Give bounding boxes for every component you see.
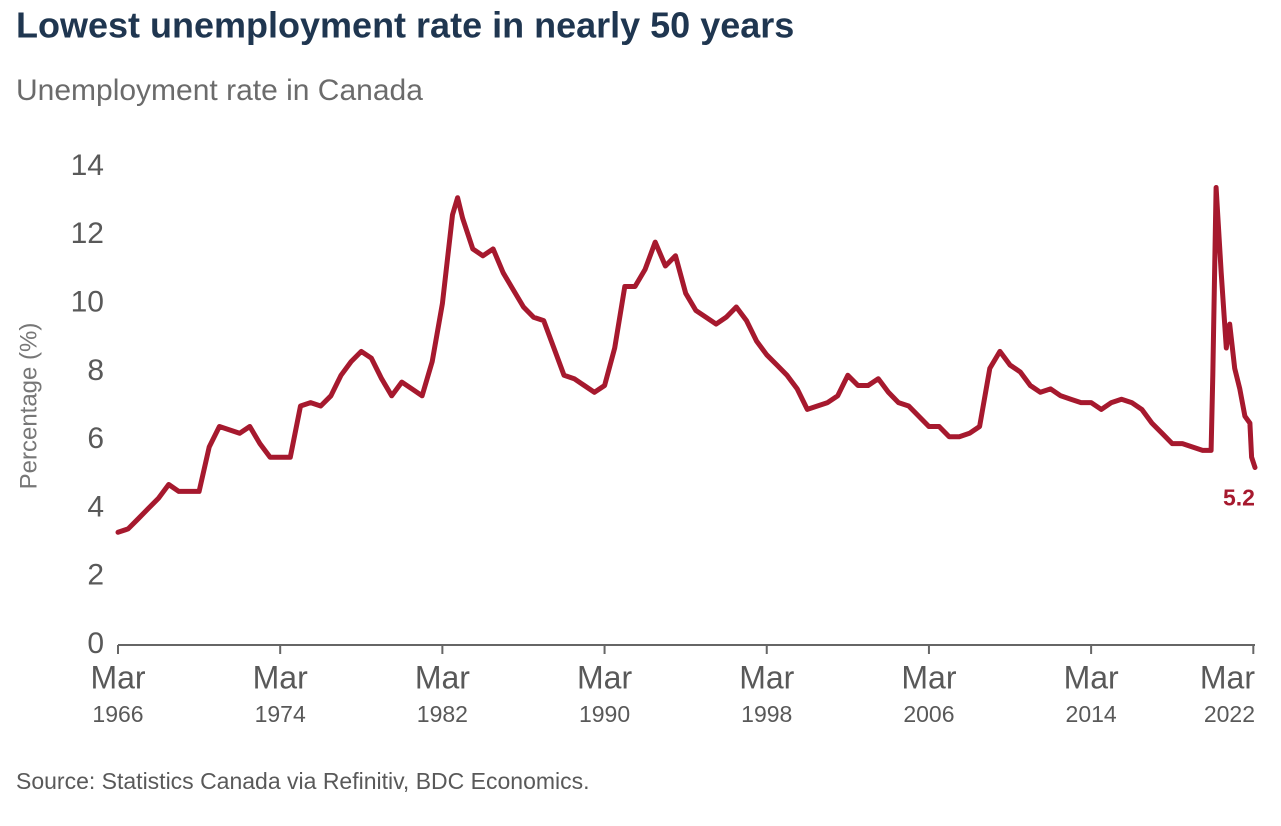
x-tick-label: 2022: [1204, 701, 1255, 727]
x-tick-label: 1966: [92, 701, 143, 727]
x-tick-label: 2014: [1066, 701, 1117, 727]
y-tick-label: 12: [71, 217, 104, 250]
x-tick-label: 1990: [579, 701, 630, 727]
y-tick-label: 14: [71, 149, 104, 182]
x-tick-label: Mar: [577, 659, 632, 695]
x-tick-label: Mar: [901, 659, 956, 695]
value-label: 5.2: [1223, 485, 1255, 511]
y-tick-label: 8: [87, 354, 104, 387]
chart-subtitle: Unemployment rate in Canada: [16, 74, 423, 107]
x-tick-label: Mar: [253, 659, 308, 695]
x-tick-label: 1974: [255, 701, 306, 727]
x-tick-label: 2006: [903, 701, 954, 727]
y-tick-label: 4: [87, 490, 104, 523]
x-tick-label: Mar: [415, 659, 470, 695]
source-note: Source: Statistics Canada via Refinitiv,…: [16, 768, 590, 794]
y-tick-label: 0: [87, 627, 104, 660]
x-tick-label: 1982: [417, 701, 468, 727]
y-tick-label: 10: [71, 285, 104, 318]
x-tick-label: Mar: [1200, 659, 1255, 695]
y-tick-label: 6: [87, 422, 104, 455]
x-tick-label: 1998: [741, 701, 792, 727]
x-tick-label: Mar: [90, 659, 145, 695]
x-tick-label: Mar: [739, 659, 794, 695]
x-tick-label: Mar: [1064, 659, 1119, 695]
y-axis-label: Percentage (%): [15, 323, 42, 490]
chart-title: Lowest unemployment rate in nearly 50 ye…: [16, 5, 794, 46]
data-line: [115, 185, 1258, 535]
y-tick-label: 2: [87, 559, 104, 592]
